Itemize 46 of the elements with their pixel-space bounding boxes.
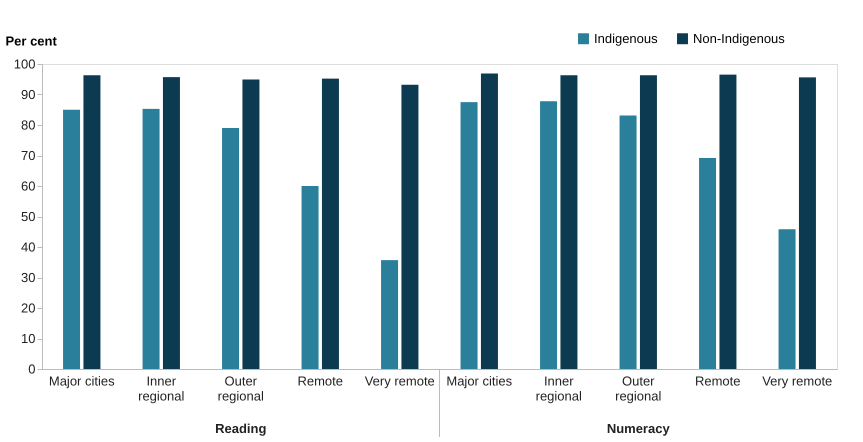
bar (302, 186, 319, 369)
bar (719, 74, 736, 369)
x-tick-label: Very remote (364, 374, 435, 388)
y-tick-label: 80 (21, 118, 36, 132)
x-tick-label: Outer regional (615, 374, 662, 404)
y-tick-label: 0 (28, 362, 36, 376)
x-tick-label: Outer regional (218, 374, 264, 404)
x-tick-label: Inner regional (138, 374, 184, 404)
bar (381, 260, 398, 369)
bar (83, 75, 100, 369)
x-tick-label: Major cities (48, 374, 116, 388)
y-tick-label: 60 (21, 178, 36, 194)
y-tick-label: 40 (21, 240, 36, 254)
bar (142, 108, 160, 369)
y-tick-label: 100 (14, 56, 36, 72)
x-tick-label: Inner regional (536, 374, 582, 404)
bar (222, 128, 240, 369)
y-tick-label: 10 (21, 331, 36, 346)
x-tick-label: Remote (297, 374, 344, 388)
x-tick-label: Major cities (446, 374, 513, 388)
y-tick-label: 20 (21, 300, 36, 316)
x-tick-label: Remote (694, 374, 741, 388)
bar (401, 84, 418, 369)
y-tick-label: 50 (21, 209, 36, 224)
x-tick-label: Very remote (762, 374, 832, 388)
bar (322, 78, 339, 369)
y-tick-label: 90 (21, 87, 36, 102)
bar (560, 75, 578, 369)
bar (540, 101, 558, 369)
legend-label: Non-Indigenous (693, 30, 786, 46)
text: Numeracy (606, 421, 670, 436)
text: Reading (215, 421, 266, 436)
y-tick-label: 30 (21, 270, 36, 285)
bar (640, 75, 657, 369)
bar (620, 116, 637, 369)
bar (63, 110, 80, 369)
bar (242, 80, 260, 369)
bar (699, 158, 716, 369)
bar (798, 77, 816, 369)
legend-label: Indigenous (594, 30, 658, 46)
bar (162, 77, 180, 369)
bar (460, 102, 478, 369)
y-axis-title: Per cent (6, 34, 58, 48)
y-tick-label: 70 (21, 148, 36, 163)
bar (778, 229, 796, 369)
bar (480, 73, 498, 369)
